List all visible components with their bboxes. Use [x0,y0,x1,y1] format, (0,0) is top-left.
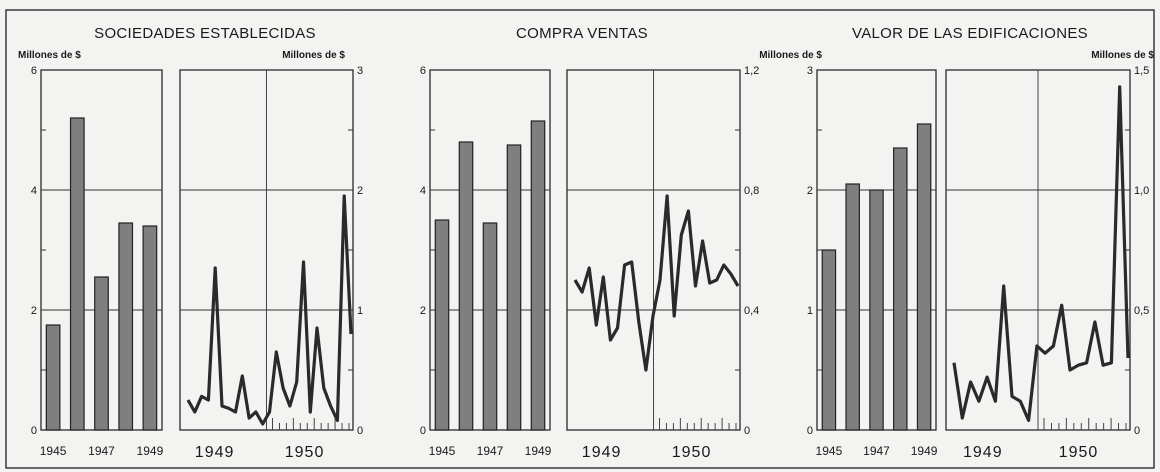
panel-1-ytick-label: 6 [31,65,37,77]
panel-2-unit-label: Millones de $ [282,50,345,61]
panel-4-ytick-label: 1,2 [744,65,759,77]
x-label-1949: 1949 [195,444,235,461]
bar-1946 [69,117,85,431]
panel-1-ytick-label: 4 [31,185,37,197]
panel-5-ytick-label: 3 [807,65,813,77]
bar-1947 [869,189,884,431]
title-valor-edificaciones: VALOR DE LAS EDIFICACIONES [852,25,1088,42]
bar-1947 [94,276,109,431]
panel-1-unit-label: Millones de $ [18,50,81,61]
panel-3-ytick-label: 6 [420,65,426,77]
panel-6-unit-label: Millones de $ [1091,50,1154,61]
series-line [573,194,740,372]
panel-5-ytick-label: 0 [807,425,813,437]
bar-1949 [916,123,932,431]
bar-1949 [142,225,158,431]
category-label-1949: 1949 [525,444,552,458]
panel-1-ytick-label: 2 [31,305,37,317]
panel-2-ytick-label: 0 [357,425,363,437]
category-label-1947: 1947 [88,444,115,458]
panel-5-ytick-label: 1 [807,305,813,317]
category-label-1949: 1949 [911,444,938,458]
panel-6-ytick-label: 0 [1134,425,1140,437]
bar-1946 [458,141,474,431]
category-label-1947: 1947 [477,444,504,458]
panel-6-ytick-label: 0,5 [1134,305,1149,317]
figure-frame [5,9,1155,469]
charts-layer: 0 2 4 6 Millones de $ 1945 1947 1949 0 1 2 3 Millone… [18,9,1154,461]
panel-1-ytick-label: 0 [31,425,37,437]
panel-3-ytick-label: 2 [420,305,426,317]
bar-1945 [821,249,837,431]
panel-6-ytick-label: 1,5 [1134,65,1149,77]
panel-4-ytick-label: 0,4 [744,305,759,317]
panel-5-ytick-label: 2 [807,185,813,197]
panel-3-ytick-label: 4 [420,185,426,197]
category-label-1947: 1947 [863,444,890,458]
x-label-1949: 1949 [963,444,1003,461]
title-compra-ventas: COMPRA VENTAS [516,25,648,42]
panel-4-unit-label: Millones de $ [759,50,822,61]
series-line [186,194,353,426]
panel-4-ytick-label: 0 [744,425,750,437]
panel-2-ytick-label: 3 [357,65,363,77]
panel-3-ytick-label: 0 [420,425,426,437]
panel-2-ytick-label: 2 [357,185,363,197]
category-label-1949: 1949 [137,444,164,458]
bar-1945 [45,324,61,431]
category-label-1945: 1945 [40,444,67,458]
x-label-1949: 1949 [582,444,622,461]
bar-1948 [893,147,908,431]
title-sociedades: SOCIEDADES ESTABLECIDAS [94,25,316,42]
bar-1949 [530,120,546,431]
category-label-1945: 1945 [429,444,456,458]
x-label-1950: 1950 [285,444,325,461]
bar-1947 [482,222,498,431]
panel-4-ytick-label: 0,8 [744,185,759,197]
x-label-1950: 1950 [1059,444,1099,461]
panel-2-ytick-label: 1 [357,305,363,317]
bar-1945 [434,219,450,431]
x-label-1950: 1950 [672,444,712,461]
bar-1948 [118,222,134,431]
bar-1948 [506,144,522,431]
bar-1946 [845,183,860,431]
category-label-1945: 1945 [816,444,843,458]
series-line [952,85,1130,422]
panel-6-ytick-label: 1,0 [1134,185,1149,197]
